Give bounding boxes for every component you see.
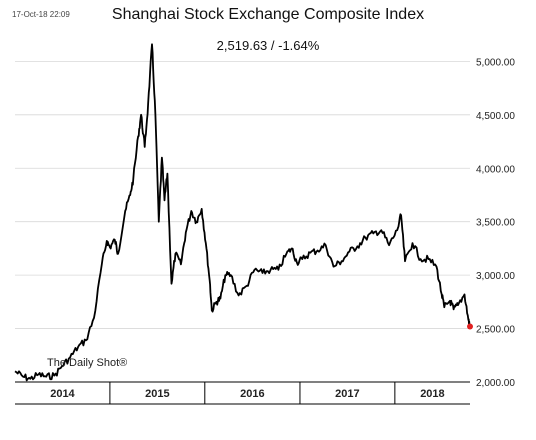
y-tick-label: 2,000.00 (476, 378, 515, 389)
y-tick-label: 2,500.00 (476, 325, 515, 336)
y-tick-label: 3,500.00 (476, 218, 515, 229)
x-year-label: 2016 (240, 388, 264, 400)
chart-subtitle: 2,519.63 / -1.64% (216, 38, 320, 53)
timestamp: 17-Oct-18 22:09 (12, 10, 70, 19)
y-axis-tick-labels: 2,000.00 2,500.00 3,000.00 3,500.00 4,000.00… (476, 57, 515, 389)
x-year-label: 2017 (335, 388, 359, 400)
series-line (14, 43, 471, 382)
x-year-label: 2015 (145, 388, 169, 400)
y-tick-label: 4,000.00 (476, 164, 515, 175)
chart-title: Shanghai Stock Exchange Composite Index (111, 6, 425, 23)
x-year-label: 2018 (420, 388, 444, 400)
x-year-label: 2014 (50, 388, 75, 400)
grid-lines (15, 60, 470, 383)
last-point-marker (467, 323, 473, 330)
y-tick-label: 5,000.00 (476, 57, 515, 68)
y-tick-label: 4,500.00 (476, 111, 515, 122)
x-axis: 2014 2015 2016 2017 2018 (15, 382, 470, 405)
y-tick-label: 3,000.00 (476, 271, 515, 282)
watermark: The Daily Shot® (47, 357, 128, 369)
